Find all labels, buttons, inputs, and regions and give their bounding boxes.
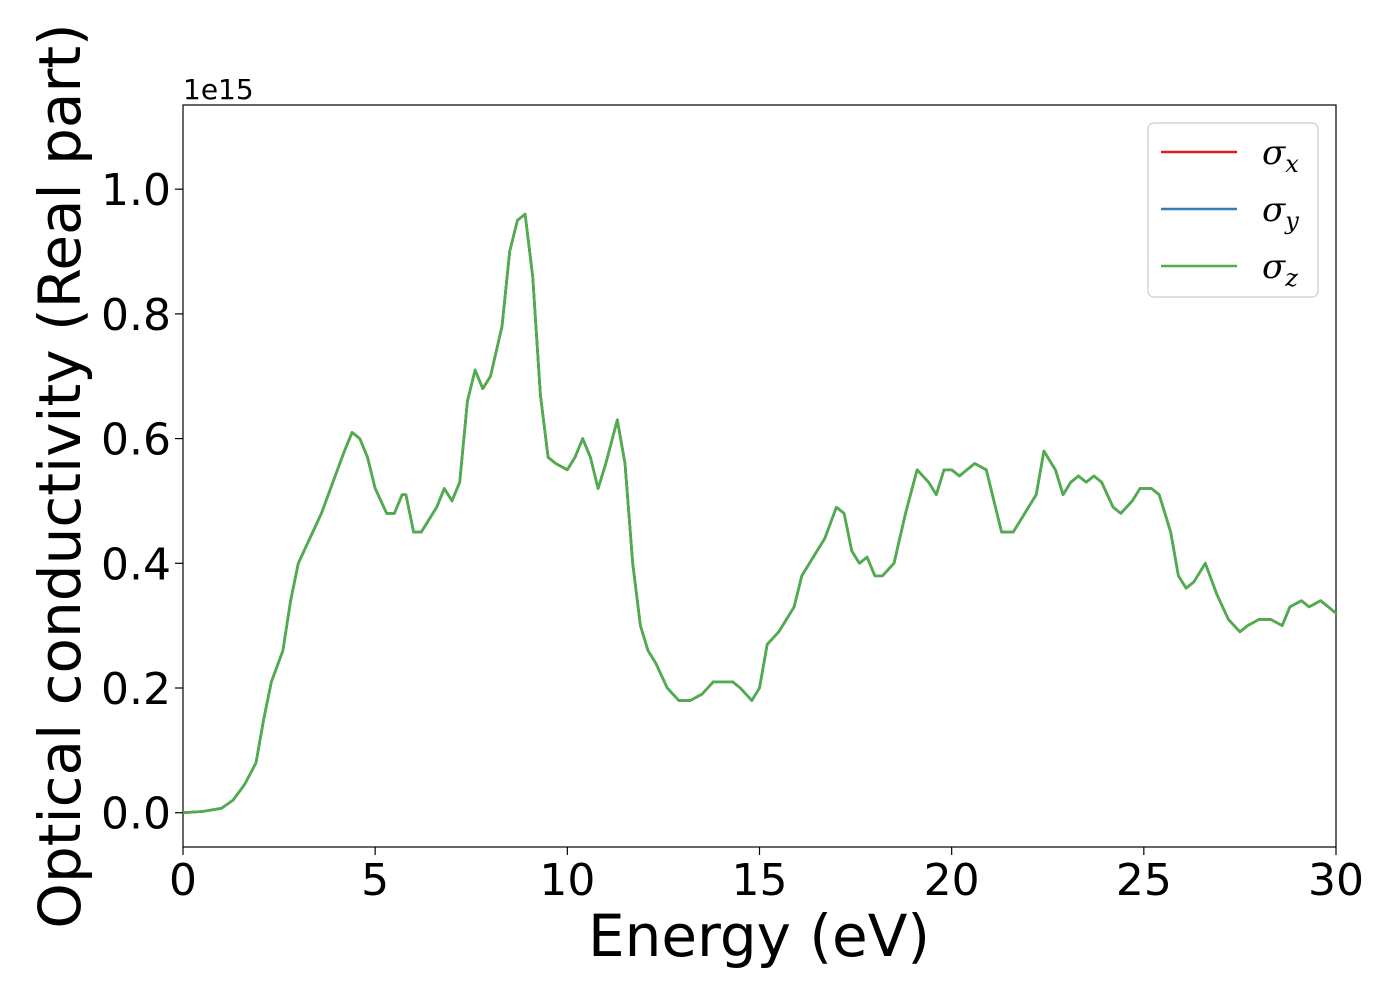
y-tick-label: 0.6: [101, 415, 171, 466]
x-tick-label: 30: [1308, 855, 1364, 906]
series-line-z: [181, 212, 1338, 814]
y-tick-label: 0.4: [101, 539, 171, 590]
x-axis-ticks: 0 5 10 15 20 25 30: [169, 847, 1364, 906]
y-tick-label: 0.2: [101, 664, 171, 715]
y-offset-label: 1e15: [183, 73, 254, 106]
x-tick-label: 5: [361, 855, 389, 906]
x-tick-label: 25: [1116, 855, 1172, 906]
series-line-x: [181, 212, 1338, 814]
y-axis-ticks: 0.0 0.2 0.4 0.6 0.8 1.0: [101, 165, 183, 840]
x-tick-label: 10: [539, 855, 595, 906]
y-tick-label: 1.0: [101, 165, 171, 216]
series-line-y: [181, 212, 1338, 814]
x-axis-label: Energy (eV): [588, 902, 930, 970]
legend-label-x: σx: [1262, 133, 1299, 178]
legend-label-z: σz: [1262, 247, 1298, 292]
series-layer: [181, 212, 1338, 814]
y-tick-label: 0.8: [101, 290, 171, 341]
legend: σx σy σz: [1147, 122, 1319, 298]
legend-label-y: σy: [1262, 190, 1299, 235]
x-tick-label: 20: [924, 855, 980, 906]
x-tick-label: 0: [169, 855, 197, 906]
y-tick-label: 0.0: [101, 789, 171, 840]
legend-items: σx σy σz: [1161, 133, 1299, 292]
y-axis-label: Optical conductivity (Real part): [26, 23, 94, 928]
x-tick-label: 15: [732, 855, 788, 906]
